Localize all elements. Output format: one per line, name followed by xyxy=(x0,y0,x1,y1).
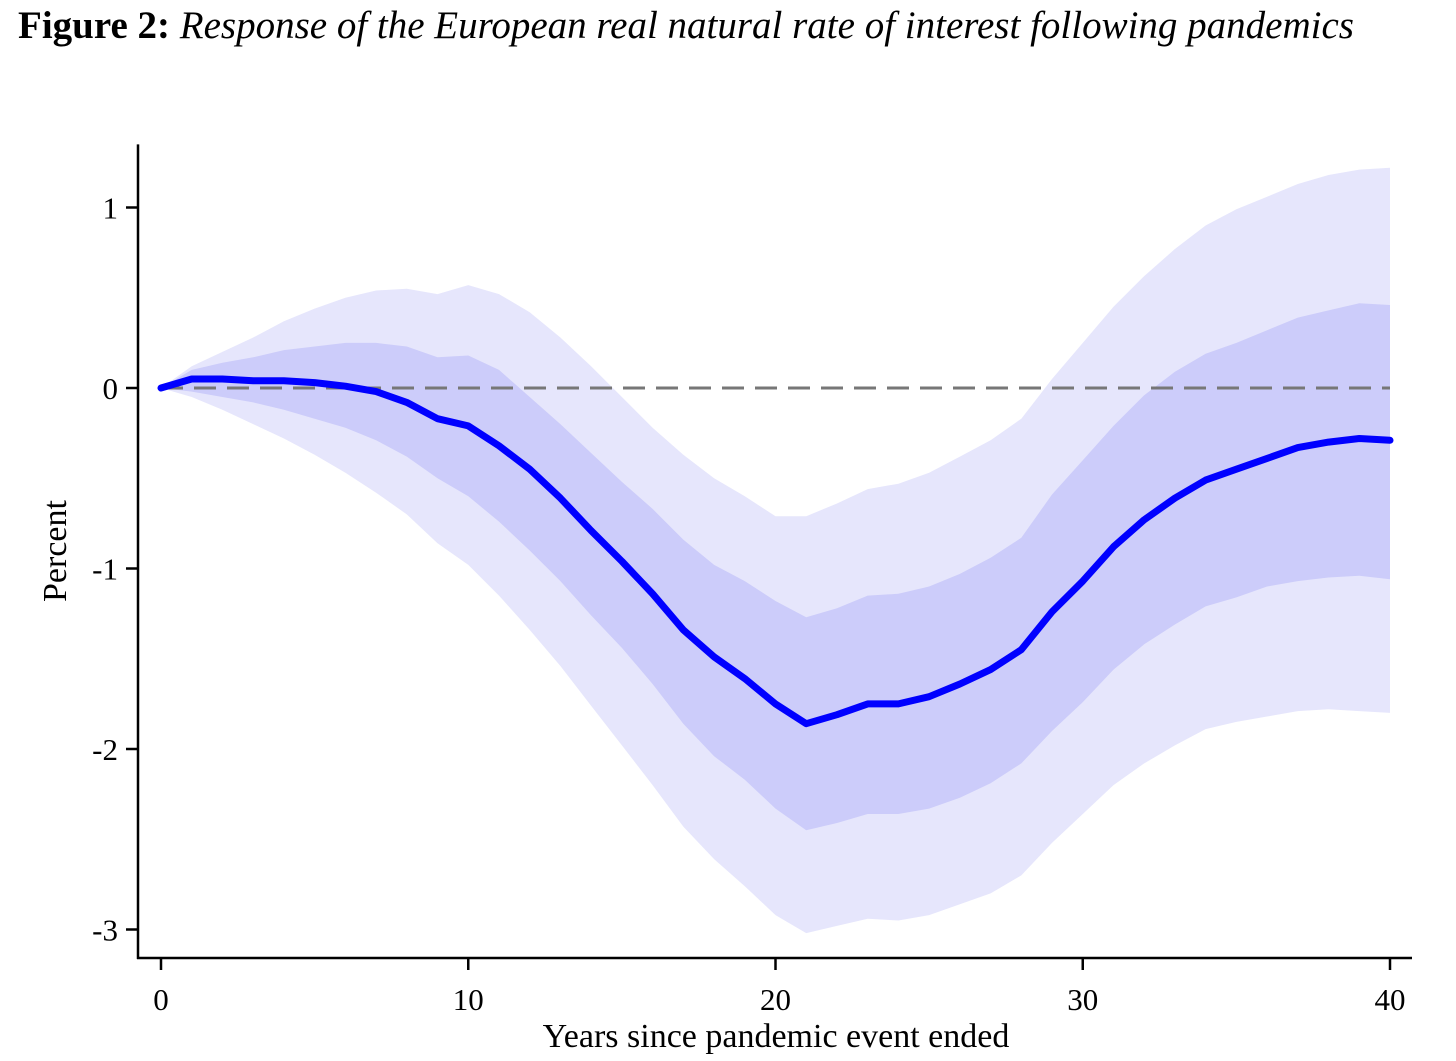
x-tick-label: 30 xyxy=(1067,982,1098,1017)
y-tick-label: -1 xyxy=(92,552,118,587)
y-tick-label: 1 xyxy=(103,191,119,226)
axes: 10-1-2-30 10 20 30 40 xyxy=(92,144,1412,1017)
y-tick-label: -2 xyxy=(92,732,118,767)
x-axis-title: Years since pandemic event ended xyxy=(543,1018,1010,1055)
x-tick-label: 10 xyxy=(453,982,484,1017)
confidence-bands xyxy=(161,167,1390,934)
figure-caption: Figure 2: Response of the European real … xyxy=(18,4,1448,48)
x-tick-label: 40 xyxy=(1375,982,1406,1017)
axis-labels: Percent Years since pandemic event ended xyxy=(37,499,1010,1055)
x-tick-label: 0 xyxy=(153,982,169,1017)
figure-title: Response of the European real natural ra… xyxy=(179,4,1354,47)
y-tick-label: 0 xyxy=(103,371,119,406)
inner-confidence-band xyxy=(161,303,1390,831)
y-axis-title: Percent xyxy=(37,499,74,602)
series-lines xyxy=(157,375,1394,728)
series-line-0 xyxy=(157,375,1394,728)
figure-label: Figure 2: xyxy=(18,4,171,47)
x-tick-label: 20 xyxy=(760,982,791,1017)
y-tick-label: -3 xyxy=(92,913,118,948)
